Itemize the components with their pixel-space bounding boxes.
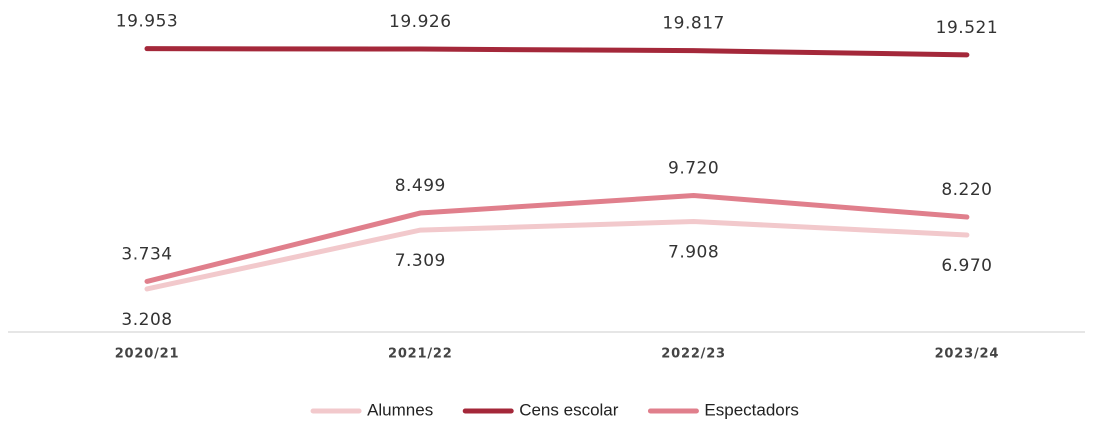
legend-label: Cens escolar xyxy=(519,400,619,419)
data-label: 19.953 xyxy=(116,12,178,32)
x-tick-label: 2022/23 xyxy=(661,347,726,362)
series-line xyxy=(144,193,970,284)
x-tick-label: 2023/24 xyxy=(935,347,1000,362)
legend-label: Espectadors xyxy=(704,400,799,419)
data-label: 19.926 xyxy=(389,12,451,32)
data-label: 3.208 xyxy=(121,310,172,330)
x-tick-label: 2020/21 xyxy=(115,347,180,362)
legend-label: Alumnes xyxy=(367,400,433,419)
data-label: 19.817 xyxy=(662,14,724,34)
x-tick-label: 2021/22 xyxy=(388,347,453,362)
data-label: 8.499 xyxy=(395,176,446,196)
series-line xyxy=(144,46,970,58)
data-label: 9.720 xyxy=(668,159,719,179)
series-line xyxy=(144,219,970,292)
data-label: 8.220 xyxy=(941,180,992,200)
data-label: 7.309 xyxy=(395,251,446,271)
data-label: 3.734 xyxy=(121,244,172,264)
data-label: 7.908 xyxy=(668,243,719,263)
data-label: 19.521 xyxy=(936,18,998,38)
data-label: 6.970 xyxy=(941,256,992,276)
